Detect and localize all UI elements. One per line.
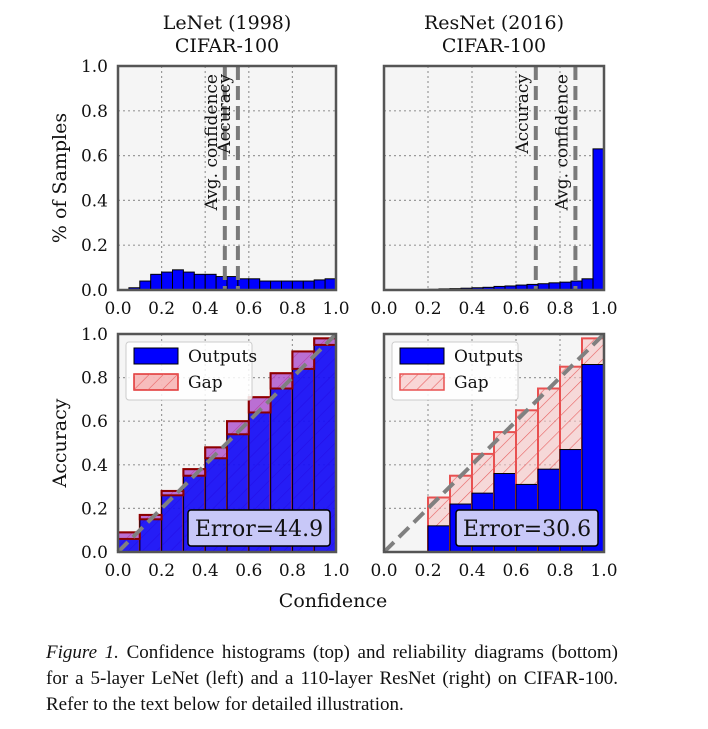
lenet-histogram-y-tick-label: 0.6 xyxy=(81,147,108,167)
lenet-reliability-x-tick-label: 1.0 xyxy=(322,561,349,581)
lenet-histogram-title: LeNet (1998) xyxy=(163,12,292,34)
y-axis-label-top: % of Samples xyxy=(49,113,71,243)
lenet-histogram-y-tick-label: 0.2 xyxy=(81,236,108,256)
lenet-reliability-x-tick-label: 0.0 xyxy=(104,561,131,581)
lenet-reliability-y-tick-label: 0.4 xyxy=(81,456,108,476)
lenet-histogram-bar xyxy=(139,280,152,291)
lenet-reliability-error-box xyxy=(187,509,331,547)
resnet-reliability-legend-swatch-outputs xyxy=(399,347,445,365)
lenet-histogram-subtitle: CIFAR-100 xyxy=(175,35,279,57)
resnet-histogram-bar xyxy=(592,148,605,291)
caption-text: Confidence histograms (top) and reliabil… xyxy=(46,642,618,715)
lenet-histogram-y-tick-label: 0.0 xyxy=(81,281,108,301)
lenet-reliability-legend-swatch-outputs xyxy=(133,347,179,365)
resnet-reliability-x-tick-label: 0.2 xyxy=(414,561,441,581)
lenet-reliability-frame xyxy=(116,332,338,554)
lenet-histogram-vline-label: Avg. confidence xyxy=(202,74,222,211)
lenet-histogram-y-tick-label: 0.8 xyxy=(81,102,108,122)
resnet-reliability-x-tick-label: 0.6 xyxy=(502,561,529,581)
lenet-reliability-y-tick-label: 0.8 xyxy=(81,369,108,389)
lenet-histogram-bar xyxy=(161,271,174,291)
resnet-reliability-perfect-calibration-line xyxy=(382,332,606,554)
resnet-histogram-frame xyxy=(382,64,606,292)
lenet-histogram-x-tick-label: 1.0 xyxy=(322,299,349,319)
lenet-reliability-gap-overlap xyxy=(160,489,185,497)
lenet-reliability-legend-label-outputs: Outputs xyxy=(188,347,257,367)
lenet-histogram-bar xyxy=(291,280,304,291)
lenet-histogram-x-tick-label: 0.4 xyxy=(192,299,219,319)
resnet-histogram-x-tick-label: 0.0 xyxy=(370,299,397,319)
x-axis-label: Confidence xyxy=(279,590,387,612)
resnet-reliability-legend: Outputs Gap xyxy=(391,341,523,401)
lenet-reliability-legend-label-gap: Gap xyxy=(188,373,223,393)
lenet-histogram-bar xyxy=(182,271,195,291)
resnet-histogram-x-tick-label: 1.0 xyxy=(590,299,617,319)
resnet-reliability-legend-label-outputs: Outputs xyxy=(454,347,523,367)
lenet-histogram-bar xyxy=(204,273,217,291)
lenet-histogram-x-tick-label: 0.0 xyxy=(104,299,131,319)
lenet-reliability-legend: Outputs Gap xyxy=(125,341,257,401)
resnet-reliability-error-box xyxy=(455,509,599,547)
resnet-reliability-x-tick-label: 0.4 xyxy=(458,561,485,581)
lenet-histogram-frame xyxy=(116,64,338,292)
lenet-histogram-bar xyxy=(313,279,326,291)
lenet-histogram-background xyxy=(118,66,336,290)
lenet-reliability-x-tick-label: 0.4 xyxy=(192,561,219,581)
resnet-reliability-output-bar xyxy=(427,525,451,553)
resnet-reliability-x-tick-label: 0.0 xyxy=(370,561,397,581)
lenet-histogram-bar xyxy=(270,280,283,291)
resnet-histogram-x-tick-label: 0.8 xyxy=(546,299,573,319)
lenet-histogram-bar xyxy=(150,273,163,291)
resnet-histogram-title: ResNet (2016) xyxy=(424,12,564,34)
lenet-histogram-bar xyxy=(193,273,206,291)
lenet-histogram-y-tick-label: 1.0 xyxy=(81,57,108,77)
lenet-reliability-x-tick-label: 0.6 xyxy=(235,561,262,581)
resnet-reliability-x-tick-label: 1.0 xyxy=(590,561,617,581)
lenet-reliability-y-tick-label: 1.0 xyxy=(81,325,108,345)
resnet-histogram-x-tick-label: 0.2 xyxy=(414,299,441,319)
resnet-reliability-frame xyxy=(382,332,606,554)
figure-caption: Figure 1. Confidence histograms (top) an… xyxy=(46,640,618,718)
lenet-reliability-x-tick-label: 0.2 xyxy=(148,561,175,581)
resnet-histogram-background xyxy=(384,66,604,290)
lenet-reliability-output-bar xyxy=(139,518,163,553)
resnet-histogram-bar xyxy=(581,278,594,291)
y-axis-label-bottom: Accuracy xyxy=(49,398,71,488)
lenet-histogram-x-tick-label: 0.6 xyxy=(235,299,262,319)
lenet-reliability-y-tick-label: 0.2 xyxy=(81,499,108,519)
caption-label: Figure 1. xyxy=(46,642,119,663)
lenet-histogram-y-tick-label: 0.4 xyxy=(81,191,108,211)
resnet-histogram-x-tick-label: 0.6 xyxy=(502,299,529,319)
resnet-reliability-legend-swatch-gap-hatch xyxy=(400,374,444,390)
lenet-reliability-y-tick-label: 0.6 xyxy=(81,412,108,432)
lenet-histogram-vline-label: Accuracy xyxy=(215,74,235,155)
lenet-reliability-legend-swatch-gap-hatch xyxy=(134,374,178,390)
lenet-histogram-bar xyxy=(172,269,184,291)
lenet-reliability-x-tick-label: 0.8 xyxy=(279,561,306,581)
resnet-reliability-legend-label-gap: Gap xyxy=(454,373,489,393)
lenet-histogram-bar xyxy=(281,280,293,291)
resnet-histogram-subtitle: CIFAR-100 xyxy=(442,35,546,57)
lenet-histogram-bar xyxy=(302,280,315,291)
lenet-histogram-x-tick-label: 0.8 xyxy=(279,299,306,319)
lenet-histogram-bar xyxy=(248,278,261,291)
resnet-reliability-x-tick-label: 0.8 xyxy=(546,561,573,581)
lenet-histogram-x-tick-label: 0.2 xyxy=(148,299,175,319)
lenet-reliability-error-label: Error=44.9 xyxy=(195,517,323,542)
lenet-histogram-bar xyxy=(259,280,272,291)
resnet-reliability-error-label: Error=30.6 xyxy=(463,517,591,542)
lenet-reliability-perfect-calibration-line xyxy=(116,332,338,554)
lenet-histogram-bar xyxy=(324,278,337,291)
resnet-histogram-vline-label: Avg. confidence xyxy=(552,74,572,211)
resnet-histogram-vline-label: Accuracy xyxy=(513,74,533,155)
resnet-histogram-x-tick-label: 0.4 xyxy=(458,299,485,319)
lenet-reliability-y-tick-label: 0.0 xyxy=(81,543,108,563)
